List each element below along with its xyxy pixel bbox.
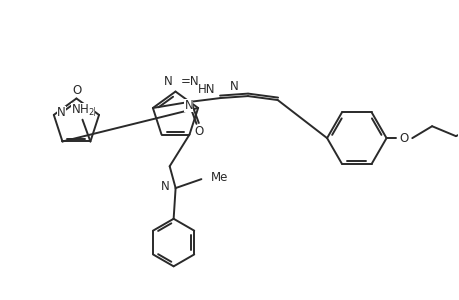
Text: =N: =N [180, 75, 199, 88]
Text: O: O [399, 132, 408, 145]
Text: N: N [163, 75, 172, 88]
Text: N: N [57, 106, 66, 119]
Text: N: N [161, 180, 170, 193]
Text: O: O [195, 125, 204, 138]
Text: N: N [87, 106, 95, 119]
Text: N: N [229, 80, 238, 93]
Text: Me: Me [211, 171, 228, 184]
Text: NH$_2$: NH$_2$ [70, 103, 94, 118]
Text: O: O [73, 84, 82, 97]
Text: HN: HN [197, 83, 215, 96]
Text: N: N [184, 98, 193, 112]
